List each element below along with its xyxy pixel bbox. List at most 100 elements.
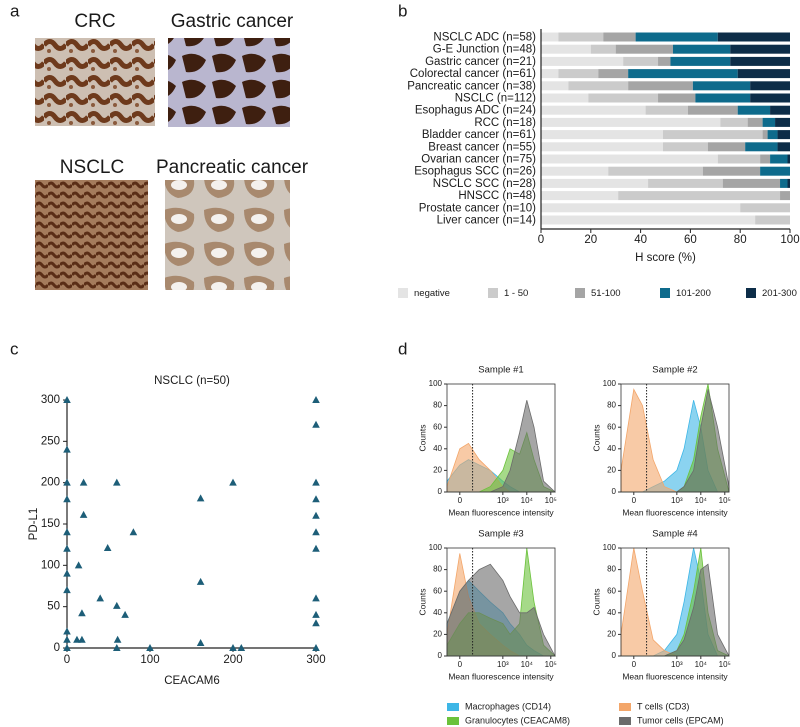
- row-label: Esophagus ADC (n=24): [415, 105, 536, 117]
- y-axis-label: PD-L1: [28, 508, 40, 541]
- bar-segment: [541, 191, 619, 201]
- chart-title: Sample #1: [478, 365, 523, 376]
- legend-swatch: [619, 717, 631, 725]
- point: [73, 635, 81, 643]
- bar-segment: [770, 154, 788, 164]
- y-tick-label: 60: [433, 586, 442, 595]
- bar-segment: [590, 44, 616, 54]
- row-label: NSCLC (n=112): [455, 93, 536, 105]
- bar-segment: [588, 93, 659, 103]
- bar-segment: [541, 178, 649, 188]
- point: [113, 635, 122, 643]
- bar-segment: [737, 69, 790, 79]
- bar-segment: [762, 130, 768, 140]
- bar-segment: [541, 154, 718, 164]
- legend-label: Tumor cells (EPCAM): [637, 715, 724, 725]
- legend-label: negative: [414, 288, 450, 299]
- bar-segment: [780, 191, 790, 201]
- bar-segment: [730, 56, 790, 66]
- bar-segment: [787, 178, 790, 188]
- image-label: Gastric cancer: [171, 11, 294, 32]
- y-tick-label: 20: [607, 466, 616, 475]
- x-tick-label: 10³: [497, 496, 509, 505]
- x-tick-label: 300: [306, 654, 325, 666]
- y-tick-label: 80: [433, 565, 442, 574]
- bar-segment: [692, 81, 751, 91]
- bar-segment: [615, 44, 673, 54]
- legend-label: 201-300: [762, 288, 797, 299]
- image-label: CRC: [74, 11, 115, 32]
- point: [63, 569, 71, 577]
- point: [312, 511, 320, 519]
- row-label: Colorectal cancer (n=61): [410, 68, 536, 80]
- point: [63, 644, 71, 651]
- y-tick-label: 80: [607, 401, 616, 410]
- chart-title: NSCLC (n=50): [154, 375, 230, 387]
- point: [129, 528, 138, 536]
- bar-segment: [541, 93, 589, 103]
- point: [63, 586, 71, 594]
- point: [121, 610, 129, 618]
- plot-frame: [620, 547, 730, 657]
- point: [113, 478, 121, 486]
- bar-segment: [623, 56, 659, 66]
- y-tick-label: 200: [41, 477, 60, 489]
- point: [312, 396, 320, 403]
- bar-segment: [608, 166, 703, 176]
- panel-label: c: [10, 339, 19, 358]
- bar-segment: [722, 178, 781, 188]
- point: [113, 644, 121, 651]
- legend-swatch: [660, 288, 670, 298]
- bar-segment: [780, 178, 788, 188]
- x-tick-label: 0: [458, 496, 463, 505]
- point: [113, 601, 121, 609]
- bar-segment: [541, 69, 559, 79]
- legend-swatch: [746, 288, 756, 298]
- bar-segment: [762, 117, 776, 127]
- bar-segment: [541, 81, 569, 91]
- point: [78, 635, 86, 643]
- legend-swatch: [575, 288, 585, 298]
- y-tick-label: 80: [607, 565, 616, 574]
- legend-swatch: [619, 703, 631, 711]
- bar-segment: [541, 130, 664, 140]
- point: [237, 644, 246, 651]
- y-tick-label: 100: [603, 543, 617, 552]
- row-label: NSCLC ADC (n=58): [433, 32, 536, 44]
- point: [63, 635, 71, 643]
- plot-frame: [446, 547, 556, 657]
- image-label: Pancreatic cancer: [156, 157, 309, 178]
- y-tick-label: 250: [41, 435, 60, 447]
- legend-label: 101-200: [676, 288, 711, 299]
- point: [79, 510, 88, 518]
- row-label: Gastric cancer (n=21): [425, 56, 536, 68]
- bar-segment: [658, 56, 671, 66]
- plot-frame: [446, 383, 556, 493]
- bar-segment: [777, 142, 790, 152]
- point: [312, 495, 320, 503]
- bar-segment: [558, 32, 604, 42]
- y-tick-label: 20: [607, 630, 616, 639]
- row-label: Ovarian cancer (n=75): [421, 154, 536, 166]
- point: [312, 528, 320, 536]
- bar-segment: [672, 44, 731, 54]
- x-tick-label: 0: [632, 660, 637, 669]
- image-label: NSCLC: [60, 157, 124, 178]
- y-tick-label: 40: [607, 608, 616, 617]
- legend-swatch: [398, 288, 408, 298]
- ihc-image: [168, 38, 290, 127]
- point: [229, 478, 237, 486]
- y-tick-label: 60: [607, 586, 616, 595]
- bar-segment: [635, 32, 718, 42]
- point: [146, 644, 154, 651]
- point: [96, 594, 104, 602]
- row-label: NSCLC SCC (n=28): [433, 178, 536, 190]
- point: [79, 478, 88, 486]
- ihc-image: [165, 180, 290, 290]
- panel-label: b: [398, 1, 407, 20]
- y-tick-label: 150: [41, 518, 60, 530]
- bar-segment: [541, 203, 741, 213]
- point: [74, 561, 83, 569]
